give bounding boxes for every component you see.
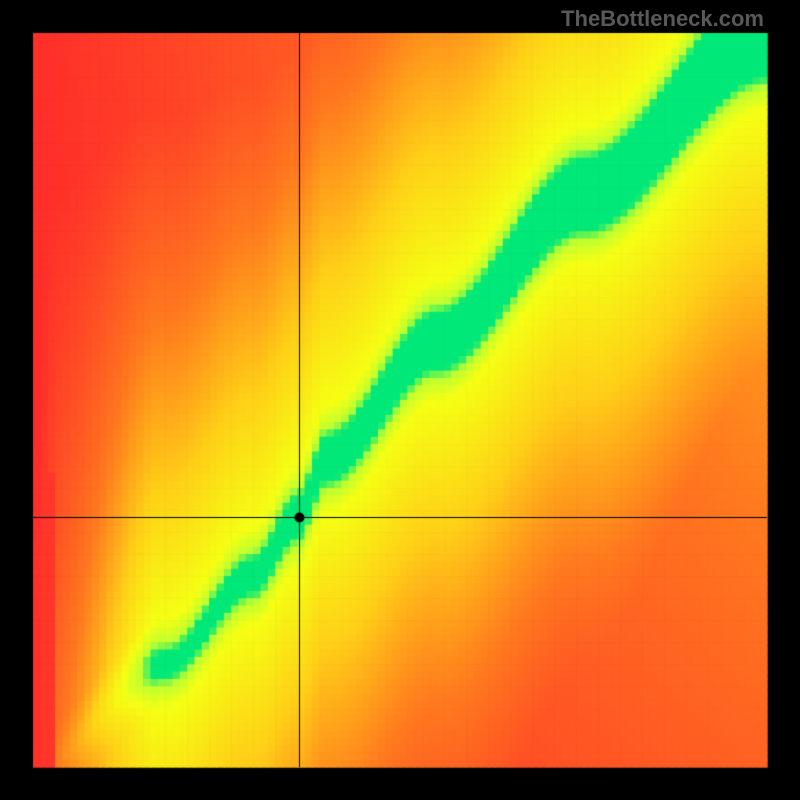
watermark-text: TheBottleneck.com xyxy=(561,6,764,32)
bottleneck-heatmap xyxy=(0,0,800,800)
chart-container: { "watermark": { "text": "TheBottleneck.… xyxy=(0,0,800,800)
